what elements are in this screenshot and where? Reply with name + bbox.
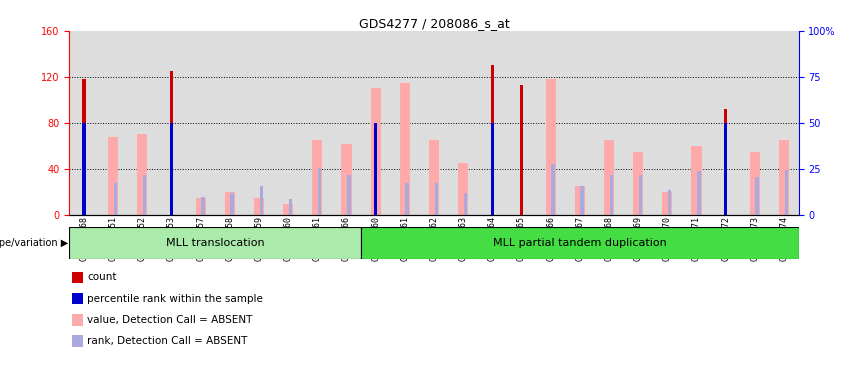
Bar bbox=[215, 31, 245, 215]
Bar bbox=[72, 271, 82, 283]
Bar bbox=[170, 71, 174, 215]
Bar bbox=[186, 31, 215, 215]
Bar bbox=[740, 31, 769, 215]
Text: MLL translocation: MLL translocation bbox=[166, 238, 265, 248]
Bar bbox=[341, 144, 352, 215]
Bar bbox=[72, 335, 82, 347]
Bar bbox=[405, 183, 409, 215]
Text: rank, Detection Call = ABSENT: rank, Detection Call = ABSENT bbox=[87, 336, 247, 346]
Bar bbox=[230, 193, 234, 215]
Bar bbox=[72, 314, 82, 326]
Bar bbox=[371, 88, 381, 215]
Bar bbox=[667, 190, 672, 215]
Bar bbox=[711, 31, 740, 215]
Bar bbox=[332, 31, 361, 215]
Bar bbox=[400, 83, 410, 215]
Bar bbox=[724, 123, 727, 215]
Bar bbox=[82, 123, 86, 215]
Bar bbox=[779, 140, 789, 215]
Bar bbox=[639, 175, 642, 215]
Bar bbox=[143, 175, 147, 215]
Bar bbox=[69, 227, 361, 259]
Bar bbox=[361, 227, 799, 259]
Bar bbox=[581, 186, 584, 215]
Bar bbox=[604, 140, 614, 215]
Bar bbox=[435, 183, 438, 215]
Bar bbox=[374, 123, 378, 215]
Bar bbox=[449, 31, 477, 215]
Bar bbox=[682, 31, 711, 215]
Bar bbox=[312, 140, 322, 215]
Bar bbox=[458, 163, 468, 215]
Bar bbox=[477, 31, 507, 215]
Bar bbox=[755, 177, 759, 215]
Bar bbox=[575, 186, 585, 215]
Bar bbox=[225, 192, 235, 215]
Bar bbox=[254, 198, 264, 215]
Bar bbox=[114, 183, 117, 215]
Bar bbox=[750, 152, 760, 215]
Bar bbox=[546, 79, 556, 215]
Bar bbox=[429, 140, 439, 215]
Bar bbox=[361, 31, 391, 215]
Bar bbox=[69, 31, 99, 215]
Bar bbox=[551, 164, 555, 215]
Bar bbox=[520, 85, 523, 215]
Bar bbox=[273, 31, 303, 215]
Bar bbox=[697, 171, 700, 215]
Bar bbox=[490, 123, 494, 215]
Bar bbox=[260, 186, 263, 215]
Bar bbox=[170, 123, 174, 215]
Bar bbox=[623, 31, 653, 215]
Bar bbox=[536, 31, 565, 215]
Bar bbox=[283, 204, 293, 215]
Title: GDS4277 / 208086_s_at: GDS4277 / 208086_s_at bbox=[358, 17, 510, 30]
Text: value, Detection Call = ABSENT: value, Detection Call = ABSENT bbox=[87, 314, 253, 325]
Bar bbox=[157, 31, 186, 215]
Bar bbox=[490, 65, 494, 215]
Bar bbox=[507, 31, 536, 215]
Bar bbox=[692, 146, 701, 215]
Bar bbox=[347, 175, 351, 215]
Text: count: count bbox=[87, 272, 116, 283]
Bar bbox=[653, 31, 682, 215]
Bar bbox=[464, 193, 467, 215]
Bar bbox=[303, 31, 332, 215]
Bar bbox=[99, 31, 128, 215]
Bar bbox=[565, 31, 595, 215]
Bar bbox=[595, 31, 623, 215]
Bar bbox=[724, 109, 727, 215]
Bar bbox=[662, 192, 673, 215]
Bar bbox=[108, 137, 118, 215]
Bar bbox=[289, 199, 293, 215]
Text: percentile rank within the sample: percentile rank within the sample bbox=[87, 293, 263, 304]
Bar bbox=[72, 293, 82, 305]
Text: genotype/variation ▶: genotype/variation ▶ bbox=[0, 238, 68, 248]
Bar bbox=[419, 31, 449, 215]
Bar bbox=[128, 31, 157, 215]
Text: MLL partial tandem duplication: MLL partial tandem duplication bbox=[493, 238, 667, 248]
Bar bbox=[769, 31, 799, 215]
Bar bbox=[318, 168, 321, 215]
Bar bbox=[609, 175, 613, 215]
Bar bbox=[633, 152, 643, 215]
Bar bbox=[137, 134, 148, 215]
Bar bbox=[82, 79, 86, 215]
Bar bbox=[245, 31, 273, 215]
Bar bbox=[195, 198, 206, 215]
Bar bbox=[785, 170, 788, 215]
Bar bbox=[391, 31, 419, 215]
Bar bbox=[201, 197, 205, 215]
